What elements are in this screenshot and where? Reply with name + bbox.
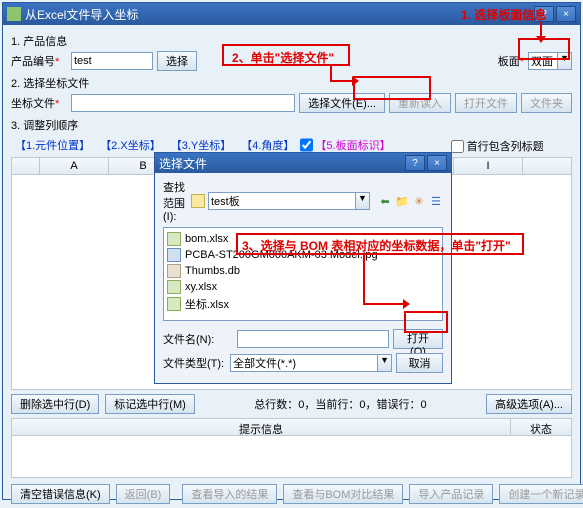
coord-file-input[interactable] — [71, 94, 295, 112]
view-bom-button[interactable]: 查看与BOM对比结果 — [283, 484, 403, 504]
delete-row-button[interactable]: 删除选中行(D) — [11, 394, 99, 414]
view-icon[interactable]: ☰ — [429, 194, 443, 208]
stats-label: 总行数：0，当前行：0，错误行：0 — [201, 396, 480, 412]
mark-row-button[interactable]: 标记选中行(M) — [105, 394, 195, 414]
select-file-button[interactable]: 选择文件(E)... — [299, 93, 385, 113]
side-label: 板面* — [498, 53, 524, 69]
section1-label: 1. 产品信息 — [11, 33, 572, 49]
dialog-cancel-button[interactable]: 取消 — [396, 353, 443, 373]
file-name: xy.xlsx — [185, 281, 217, 293]
file-item[interactable]: xy.xlsx — [167, 279, 439, 295]
col-link-4[interactable]: 【4.角度】 — [241, 137, 294, 153]
range-select[interactable] — [208, 192, 356, 210]
message-header: 提示信息状态 — [11, 418, 572, 436]
dialog-close-icon[interactable]: × — [427, 155, 447, 171]
section3-label: 3. 调整列顺序 — [11, 117, 572, 133]
file-icon — [167, 280, 181, 294]
col-link-2[interactable]: 【2.X坐标】 — [100, 137, 161, 153]
file-item[interactable]: Thumbs.db — [167, 263, 439, 279]
col-link-3[interactable]: 【3.Y坐标】 — [171, 137, 232, 153]
create-record-button[interactable]: 创建一个新记录 — [499, 484, 583, 504]
annot1-label: 1. 选择板面信息 — [461, 6, 546, 23]
filename-input[interactable] — [237, 330, 389, 348]
file-name: 坐标.xlsx — [185, 296, 229, 312]
range-dropdown-icon[interactable]: ▼ — [356, 192, 370, 210]
col-link-1[interactable]: 【1.元件位置】 — [15, 137, 90, 153]
clear-errors-button[interactable]: 清空错误信息(K) — [11, 484, 110, 504]
back-nav-icon[interactable]: ⬅ — [378, 194, 392, 208]
file-icon — [167, 297, 181, 311]
coord-label: 坐标文件* — [11, 95, 67, 111]
filetype-select[interactable] — [230, 354, 378, 372]
first-row-header-label: 首行包含列标题 — [467, 138, 544, 154]
file-icon — [167, 248, 181, 262]
up-folder-icon[interactable]: 📁 — [395, 194, 409, 208]
column-order-links: 【1.元件位置】 【2.X坐标】 【3.Y坐标】 【4.角度】 【5.板面标识】 — [15, 137, 391, 153]
filetype-label: 文件类型(T): — [163, 355, 226, 371]
back-button[interactable]: 返回(B) — [116, 484, 171, 504]
select-product-button[interactable]: 选择 — [157, 51, 197, 71]
dialog-help-icon[interactable]: ? — [405, 155, 425, 171]
first-row-header-chk[interactable] — [451, 140, 464, 153]
side-select[interactable] — [528, 52, 558, 70]
import-record-button[interactable]: 导入产品记录 — [409, 484, 493, 504]
col-link-5[interactable]: 【5.板面标识】 — [315, 137, 390, 153]
file-icon — [167, 264, 181, 278]
pn-input[interactable] — [71, 52, 153, 70]
new-folder-icon[interactable]: ✳ — [412, 194, 426, 208]
side-dropdown-icon[interactable]: ▼ — [558, 52, 572, 70]
open-file-button[interactable]: 打开文件 — [455, 93, 517, 113]
annot3-label: 3、选择与 BOM 表相对应的坐标数据，单击"打开" — [242, 237, 511, 254]
dialog-title: 选择文件 — [159, 155, 405, 172]
col-link-5-chk[interactable] — [300, 137, 313, 153]
app-icon — [7, 7, 21, 21]
section2-label: 2. 选择坐标文件 — [11, 75, 572, 91]
file-dialog: 选择文件 ?× 查找范围(I): ▼ ⬅ 📁 ✳ ☰ bom.xlsxPCBA-… — [154, 152, 452, 384]
filetype-dropdown-icon[interactable]: ▼ — [378, 354, 392, 372]
view-import-button[interactable]: 查看导入的结果 — [182, 484, 277, 504]
message-body — [11, 436, 572, 478]
dialog-open-button[interactable]: 打开(O) — [393, 329, 443, 349]
file-name: bom.xlsx — [185, 233, 228, 245]
reread-button[interactable]: 重新读入 — [389, 93, 451, 113]
range-label: 查找范围(I): — [163, 179, 187, 223]
folder-icon — [191, 194, 205, 208]
annot2-label: 2、单击"选择文件" — [232, 49, 334, 66]
window-title: 从Excel文件导入坐标 — [25, 6, 534, 23]
filename-label: 文件名(N): — [163, 331, 233, 347]
file-icon — [167, 232, 181, 246]
file-name: Thumbs.db — [185, 265, 240, 277]
pn-label: 产品编号* — [11, 53, 67, 69]
close-icon[interactable]: × — [556, 6, 576, 22]
file-folder-button[interactable]: 文件夹 — [521, 93, 572, 113]
advanced-options-button[interactable]: 高级选项(A)... — [486, 394, 572, 414]
